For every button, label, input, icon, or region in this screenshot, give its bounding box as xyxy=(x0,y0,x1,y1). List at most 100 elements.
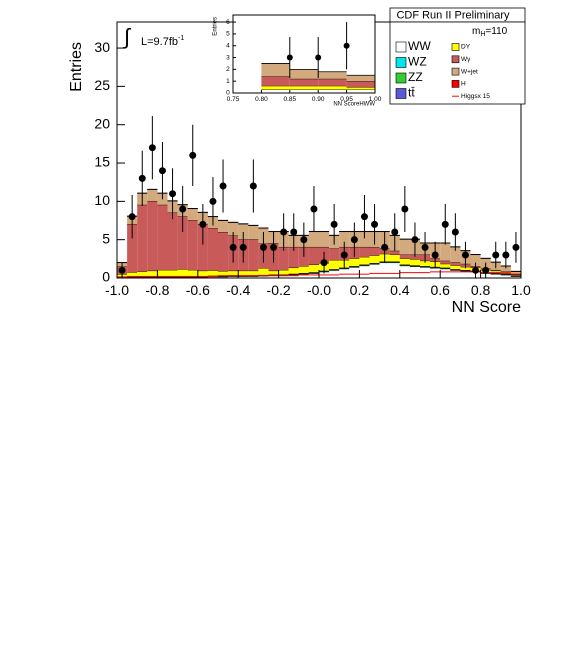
data-point xyxy=(280,228,288,236)
x-tick-label: -0.2 xyxy=(267,282,291,298)
y-tick-label: 0 xyxy=(102,269,110,285)
stack-segment xyxy=(346,81,375,88)
stack-segment xyxy=(318,78,347,86)
stack-segment xyxy=(289,89,319,93)
stack-segment xyxy=(379,262,390,278)
stack-segment xyxy=(157,204,168,270)
x-tick-label: 0.95 xyxy=(340,96,353,103)
data-point xyxy=(502,251,510,259)
x-tick-label: 0.6 xyxy=(430,282,450,298)
stack-segment xyxy=(500,274,511,278)
stack-segment xyxy=(228,222,239,236)
stack-segment xyxy=(440,268,451,278)
stack-segment xyxy=(248,239,259,271)
stack-segment xyxy=(298,266,309,274)
stack-segment xyxy=(369,264,380,278)
legend-swatch xyxy=(395,57,407,68)
stack-segment xyxy=(399,254,410,259)
stack-segment xyxy=(318,85,347,90)
stack-segment xyxy=(197,223,208,271)
stack-segment xyxy=(248,225,259,240)
data-point xyxy=(492,251,500,259)
stack-segment xyxy=(187,269,198,277)
y-tick-label: 20 xyxy=(94,115,110,131)
data-point xyxy=(421,243,429,251)
stack-segment xyxy=(261,89,290,93)
stack-segment xyxy=(238,223,249,240)
stack-segment xyxy=(318,89,347,93)
legend-swatch xyxy=(395,72,407,84)
x-tick-label: 0.2 xyxy=(350,282,370,298)
stack-segment xyxy=(359,265,370,278)
stack-segment xyxy=(318,71,347,79)
x-tick-label: 0.8 xyxy=(471,282,491,298)
stack-segment xyxy=(510,276,521,278)
stack-segment xyxy=(207,270,218,276)
legend-swatch xyxy=(451,80,460,88)
data-point xyxy=(310,205,318,213)
legend-swatch xyxy=(395,88,407,99)
stack-segment xyxy=(261,76,290,86)
stack-segment xyxy=(288,246,299,268)
stack-segment xyxy=(127,272,138,277)
x-tick-label: 0.80 xyxy=(255,96,268,103)
data-point xyxy=(472,266,480,274)
x-tick-label: 1.00 xyxy=(369,96,382,103)
mass-m: m xyxy=(472,26,480,37)
stack-segment xyxy=(228,276,239,278)
data-point xyxy=(219,182,227,190)
x-tick-label: -0.0 xyxy=(307,282,331,298)
data-point xyxy=(431,251,439,259)
legend-swatch xyxy=(451,67,460,76)
x-tick-label: -0.6 xyxy=(186,282,210,298)
x-tick-label: -1.0 xyxy=(105,282,129,298)
stack-segment xyxy=(339,268,350,278)
stack-segment xyxy=(346,87,375,90)
x-tick-label: 0.75 xyxy=(227,96,240,103)
stack-segment xyxy=(258,276,269,278)
data-point xyxy=(209,197,217,205)
data-point xyxy=(411,236,419,244)
stack-segment xyxy=(127,223,138,273)
data-point xyxy=(270,243,278,251)
stack-segment xyxy=(308,231,319,247)
data-point xyxy=(158,167,166,175)
y-tick-label: 5 xyxy=(102,230,110,246)
stack-segment xyxy=(329,259,340,270)
stack-segment xyxy=(409,259,420,266)
legend-label: Wγ xyxy=(461,56,471,63)
stack-segment xyxy=(389,254,400,262)
stack-segment xyxy=(167,212,178,270)
stack-segment xyxy=(187,220,198,270)
stack-segment xyxy=(346,89,375,93)
stack-segment xyxy=(460,266,471,270)
plot-frame xyxy=(232,14,376,94)
stack-segment xyxy=(177,216,188,270)
legend-swatch xyxy=(395,41,407,53)
data-point xyxy=(249,182,257,190)
data-point xyxy=(461,251,469,259)
stack-segment xyxy=(261,63,290,77)
stack-segment xyxy=(228,270,239,276)
data-point xyxy=(286,54,293,61)
stack-segment xyxy=(238,276,249,278)
stack-segment xyxy=(500,266,511,272)
data-point xyxy=(320,259,328,267)
legend-swatch xyxy=(451,55,460,64)
stack-segment xyxy=(450,265,461,270)
stack-segment xyxy=(339,231,350,247)
data-point xyxy=(482,266,490,274)
y-tick-label: 30 xyxy=(94,39,110,55)
stack-segment xyxy=(490,274,501,278)
data-point xyxy=(371,220,379,228)
stack-segment xyxy=(258,268,269,275)
stack-segment xyxy=(288,274,299,278)
data-point xyxy=(229,243,237,251)
y-tick-label: 2 xyxy=(226,66,230,73)
legend-label: ZZ xyxy=(408,70,423,84)
stack-segment xyxy=(147,270,158,277)
data-point xyxy=(401,205,409,213)
stack-segment xyxy=(207,276,218,278)
data-point xyxy=(239,243,247,251)
